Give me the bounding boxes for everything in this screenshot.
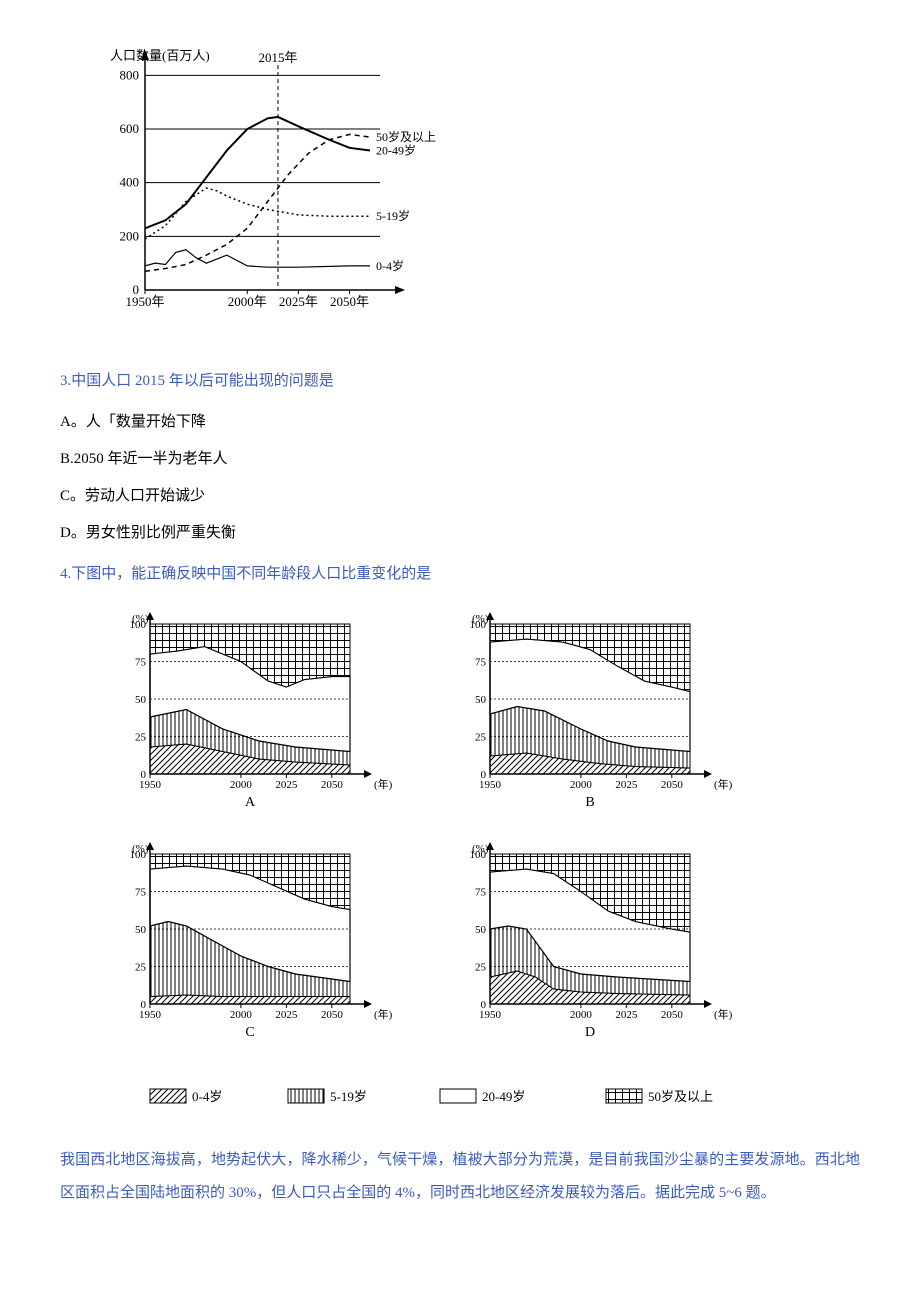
svg-text:2050: 2050 [321, 1009, 344, 1021]
svg-text:1950年: 1950年 [125, 294, 164, 309]
svg-text:20-49岁: 20-49岁 [482, 1089, 525, 1104]
svg-text:(%): (%) [132, 613, 149, 625]
svg-text:2000: 2000 [230, 1009, 253, 1021]
svg-text:(年): (年) [714, 1007, 733, 1021]
svg-text:0-4岁: 0-4岁 [376, 258, 404, 273]
svg-text:20-49岁: 20-49岁 [376, 142, 416, 157]
q3-option-b: B.2050 年近一半为老年人 [60, 443, 860, 476]
passage-text: 我国西北地区海拔高，地势起伏大，降水稀少，气候干燥，植被大部分为荒漠，是目前我国… [60, 1144, 860, 1210]
svg-text:75: 75 [475, 887, 487, 899]
svg-text:50: 50 [135, 694, 147, 706]
q3-option-c: C。劳动人口开始诚少 [60, 480, 860, 513]
svg-text:(年): (年) [374, 1007, 393, 1021]
svg-text:25: 25 [135, 962, 147, 974]
population-line-chart: 2004006008000人口数量(百万人)1950年2000年2025年205… [90, 40, 860, 345]
svg-text:1950: 1950 [139, 1009, 162, 1021]
svg-text:2000: 2000 [570, 1009, 593, 1021]
svg-text:2025: 2025 [615, 779, 638, 791]
svg-text:(%): (%) [472, 613, 489, 625]
svg-text:2000年: 2000年 [228, 294, 267, 309]
svg-text:2050: 2050 [661, 779, 684, 791]
chart1-svg: 2004006008000人口数量(百万人)1950年2000年2025年205… [90, 40, 470, 340]
svg-text:人口数量(百万人): 人口数量(百万人) [110, 48, 210, 63]
svg-text:25: 25 [475, 962, 487, 974]
svg-text:2025: 2025 [275, 779, 298, 791]
svg-text:B: B [585, 795, 594, 810]
svg-text:50岁及以上: 50岁及以上 [648, 1089, 713, 1104]
svg-text:5-19岁: 5-19岁 [376, 208, 410, 223]
svg-text:(年): (年) [374, 777, 393, 791]
svg-text:2050: 2050 [321, 779, 344, 791]
svg-text:(%): (%) [472, 843, 489, 855]
svg-text:D: D [585, 1025, 595, 1040]
svg-text:400: 400 [120, 175, 140, 190]
svg-text:C: C [245, 1025, 254, 1040]
svg-text:50: 50 [135, 924, 147, 936]
svg-text:1950: 1950 [479, 779, 502, 791]
svg-text:75: 75 [475, 657, 487, 669]
svg-text:(%): (%) [132, 843, 149, 855]
svg-text:0-4岁: 0-4岁 [192, 1089, 222, 1104]
svg-text:50: 50 [475, 924, 487, 936]
svg-text:2000: 2000 [230, 779, 253, 791]
svg-text:2000: 2000 [570, 779, 593, 791]
svg-text:5-19岁: 5-19岁 [330, 1089, 367, 1104]
svg-text:75: 75 [135, 887, 147, 899]
q3-option-d: D。男女性别比例严重失衡 [60, 517, 860, 550]
svg-text:1950: 1950 [139, 779, 162, 791]
svg-text:25: 25 [475, 732, 487, 744]
svg-text:2015年: 2015年 [258, 50, 297, 65]
svg-text:A: A [245, 795, 256, 810]
age-proportion-panels: 0255075100(%)1950200020252050(年)A0255075… [90, 599, 860, 1124]
svg-text:75: 75 [135, 657, 147, 669]
svg-text:2050年: 2050年 [330, 294, 369, 309]
svg-text:25: 25 [135, 732, 147, 744]
svg-text:(年): (年) [714, 777, 733, 791]
svg-text:1950: 1950 [479, 1009, 502, 1021]
q4-stem: 4.下图中，能正确反映中国不同年龄段人口比重变化的是 [60, 558, 860, 591]
svg-text:2025年: 2025年 [279, 294, 318, 309]
svg-text:800: 800 [120, 67, 140, 82]
svg-text:50岁及以上: 50岁及以上 [376, 129, 436, 144]
q3-option-a: A。人「数量开始下降 [60, 406, 860, 439]
svg-text:2050: 2050 [661, 1009, 684, 1021]
chart2-svg: 0255075100(%)1950200020252050(年)A0255075… [90, 599, 790, 1119]
svg-text:50: 50 [475, 694, 487, 706]
svg-text:2025: 2025 [615, 1009, 638, 1021]
svg-text:600: 600 [120, 121, 140, 136]
svg-text:200: 200 [120, 228, 140, 243]
q3-stem: 3.中国人口 2015 年以后可能出现的问题是 [60, 365, 860, 398]
svg-text:2025: 2025 [275, 1009, 298, 1021]
